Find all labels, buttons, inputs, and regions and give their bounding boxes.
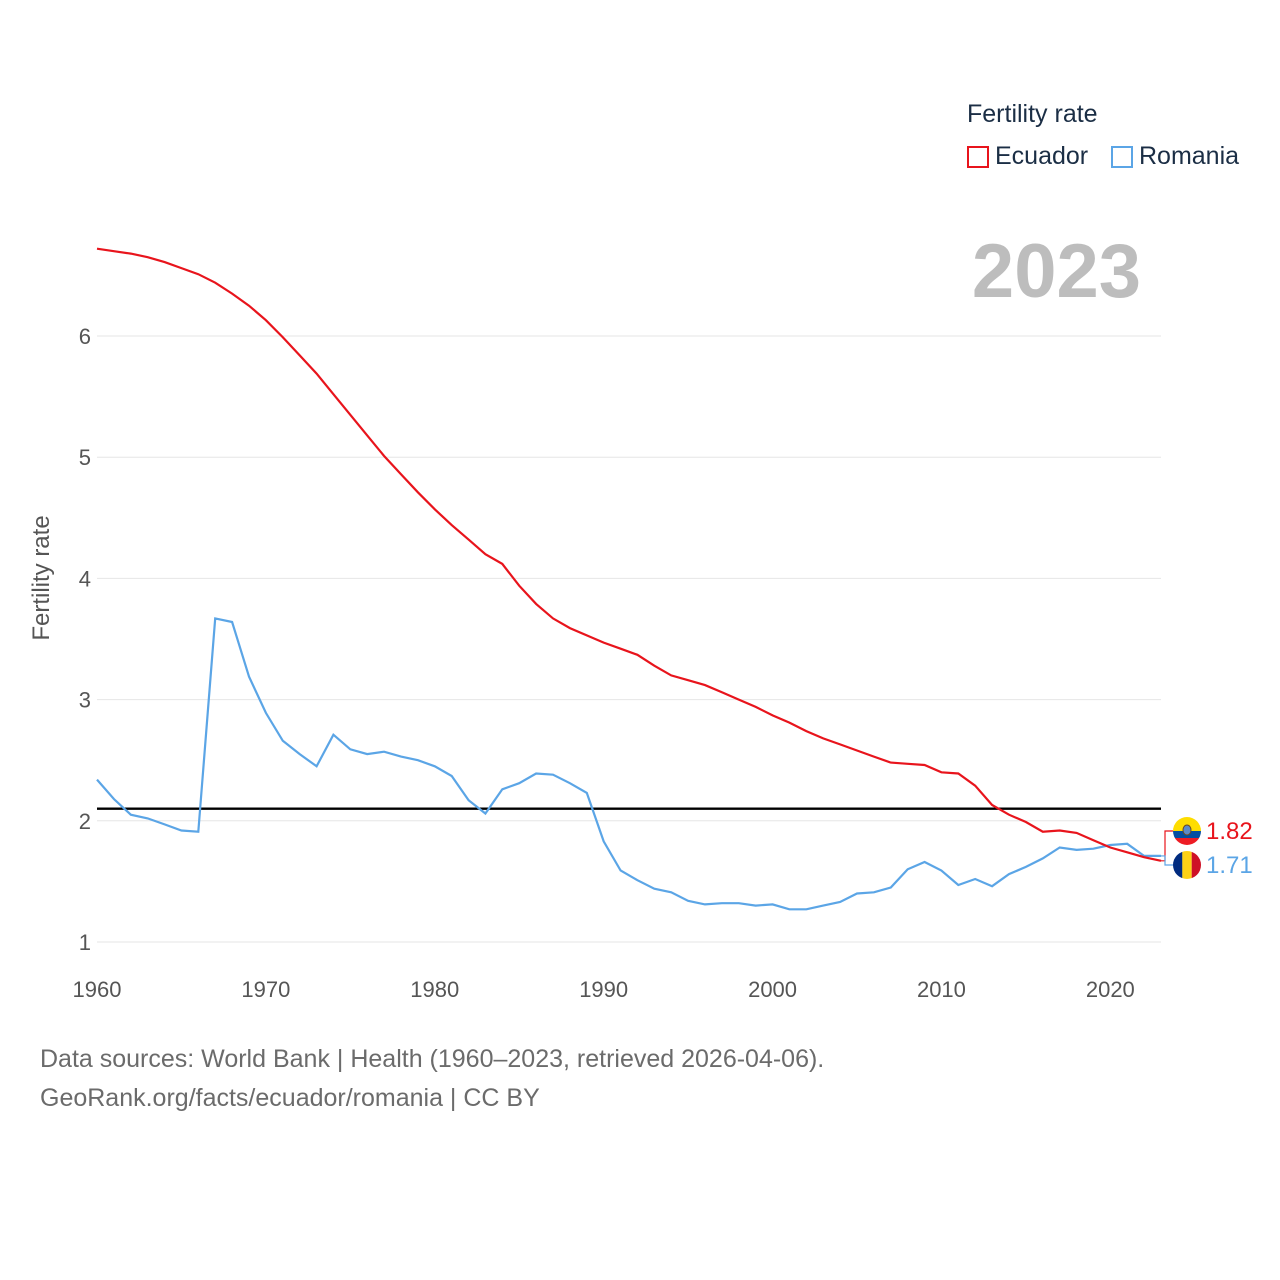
end-markers: 1.82 1.71	[1161, 817, 1253, 879]
y-axis-label: Fertility rate	[28, 515, 55, 641]
current-year-display: 2023	[971, 229, 1141, 314]
legend-title: Fertility rate	[967, 100, 1098, 128]
y-tick-label: 6	[79, 324, 91, 349]
romania-end-value: 1.71	[1206, 852, 1253, 879]
footer-link[interactable]: GeoRank.org/facts/ecuador/romania | CC B…	[40, 1084, 540, 1112]
legend-item-ecuador[interactable]: Ecuador	[967, 142, 1088, 171]
x-tick-label: 1990	[579, 977, 628, 1002]
legend-label-ecuador: Ecuador	[995, 142, 1089, 170]
y-tick-label: 3	[79, 688, 91, 713]
x-tick-label: 1980	[410, 977, 459, 1002]
legend-label-romania: Romania	[1139, 142, 1240, 170]
footer-sources: Data sources: World Bank | Health (1960–…	[40, 1045, 825, 1073]
legend-swatch-ecuador	[967, 145, 989, 168]
x-tick-label: 2000	[748, 977, 797, 1002]
x-tick-label: 1960	[73, 977, 122, 1002]
series-line-ecuador	[96, 247, 1162, 862]
series-line-romania	[96, 617, 1161, 911]
x-axis-ticks: 1960 1970 1980 1990 2000 2010 2020	[73, 977, 1135, 1002]
ecuador-end-value: 1.82	[1206, 818, 1253, 845]
y-tick-label: 1	[79, 930, 91, 955]
ecuador-flag-icon	[1173, 817, 1201, 845]
legend-item-romania[interactable]: Romania	[1111, 142, 1239, 171]
romania-label-connector	[1161, 855, 1173, 866]
x-tick-label: 2020	[1086, 977, 1135, 1002]
legend-swatch-romania	[1111, 145, 1133, 168]
x-tick-label: 2010	[917, 977, 966, 1002]
romania-flag-icon	[1173, 851, 1201, 879]
ecuador-label-connector	[1161, 830, 1173, 862]
y-axis-ticks: 1 2 3 4 5 6	[79, 324, 91, 955]
y-tick-label: 4	[79, 566, 91, 591]
grid-lines	[97, 335, 1161, 943]
y-tick-label: 2	[79, 809, 91, 834]
x-tick-label: 1970	[241, 977, 290, 1002]
y-tick-label: 5	[79, 445, 91, 470]
